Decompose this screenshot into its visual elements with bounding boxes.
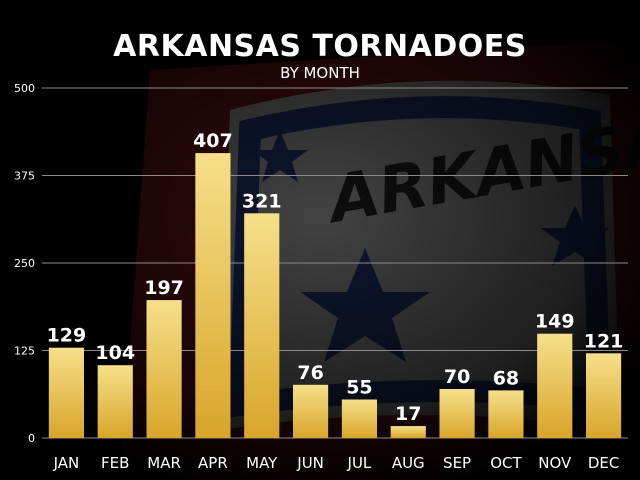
bar-aug <box>390 426 426 438</box>
grid-lines <box>42 87 628 439</box>
data-label-mar: 197 <box>144 277 184 299</box>
x-tick-label-sep: SEP <box>443 454 471 472</box>
chart-title: ARKANSAS TORNADOES <box>113 29 527 64</box>
x-tick-label-feb: FEB <box>101 454 129 472</box>
data-label-may: 321 <box>242 190 282 212</box>
data-label-nov: 149 <box>535 311 575 333</box>
x-tick-label-jul: JUL <box>347 454 372 472</box>
y-tick-label: 500 <box>14 82 35 95</box>
bar-jul <box>341 399 377 438</box>
bar-dec <box>586 353 622 438</box>
x-tick-label-dec: DEC <box>588 454 620 472</box>
data-label-aug: 17 <box>395 403 421 425</box>
x-axis: JAN FEB MAR APR MAY JUN JUL AUG SEP OCT NOV DEC <box>53 454 620 472</box>
x-tick-label-mar: MAR <box>147 454 181 472</box>
data-label-sep: 70 <box>444 366 470 388</box>
bar-sep <box>439 389 475 438</box>
bar-series <box>48 153 622 438</box>
x-tick-label-jan: JAN <box>53 454 80 472</box>
y-tick-label: 125 <box>14 345 35 358</box>
y-tick-label: 375 <box>14 170 35 183</box>
bar-may <box>244 213 280 438</box>
data-labels: 129 104 197 407 321 76 55 17 70 68 149 121 <box>47 130 624 425</box>
y-tick-label: 0 <box>28 432 35 445</box>
data-label-oct: 68 <box>493 367 519 389</box>
data-label-feb: 104 <box>95 342 135 364</box>
bar-jan <box>48 347 84 438</box>
bar-mar <box>146 300 182 438</box>
data-label-apr: 407 <box>193 130 233 152</box>
x-tick-label-may: MAY <box>246 454 278 472</box>
x-tick-label-nov: NOV <box>538 454 572 472</box>
bar-apr <box>195 153 231 438</box>
bar-nov <box>537 333 573 438</box>
x-tick-label-oct: OCT <box>490 454 522 472</box>
x-tick-label-apr: APR <box>198 454 228 472</box>
bar-feb <box>97 365 133 438</box>
y-axis: 0 125 250 375 500 <box>14 82 35 445</box>
y-tick-label: 250 <box>14 257 35 270</box>
bar-oct <box>488 390 524 438</box>
data-label-jan: 129 <box>47 325 87 347</box>
data-label-jul: 55 <box>346 377 372 399</box>
x-tick-label-jun: JUN <box>296 454 324 472</box>
x-tick-label-aug: AUG <box>392 454 425 472</box>
bar-jun <box>293 384 329 438</box>
data-label-dec: 121 <box>584 330 624 352</box>
data-label-jun: 76 <box>297 362 323 384</box>
chart-subtitle: BY MONTH <box>280 64 360 82</box>
